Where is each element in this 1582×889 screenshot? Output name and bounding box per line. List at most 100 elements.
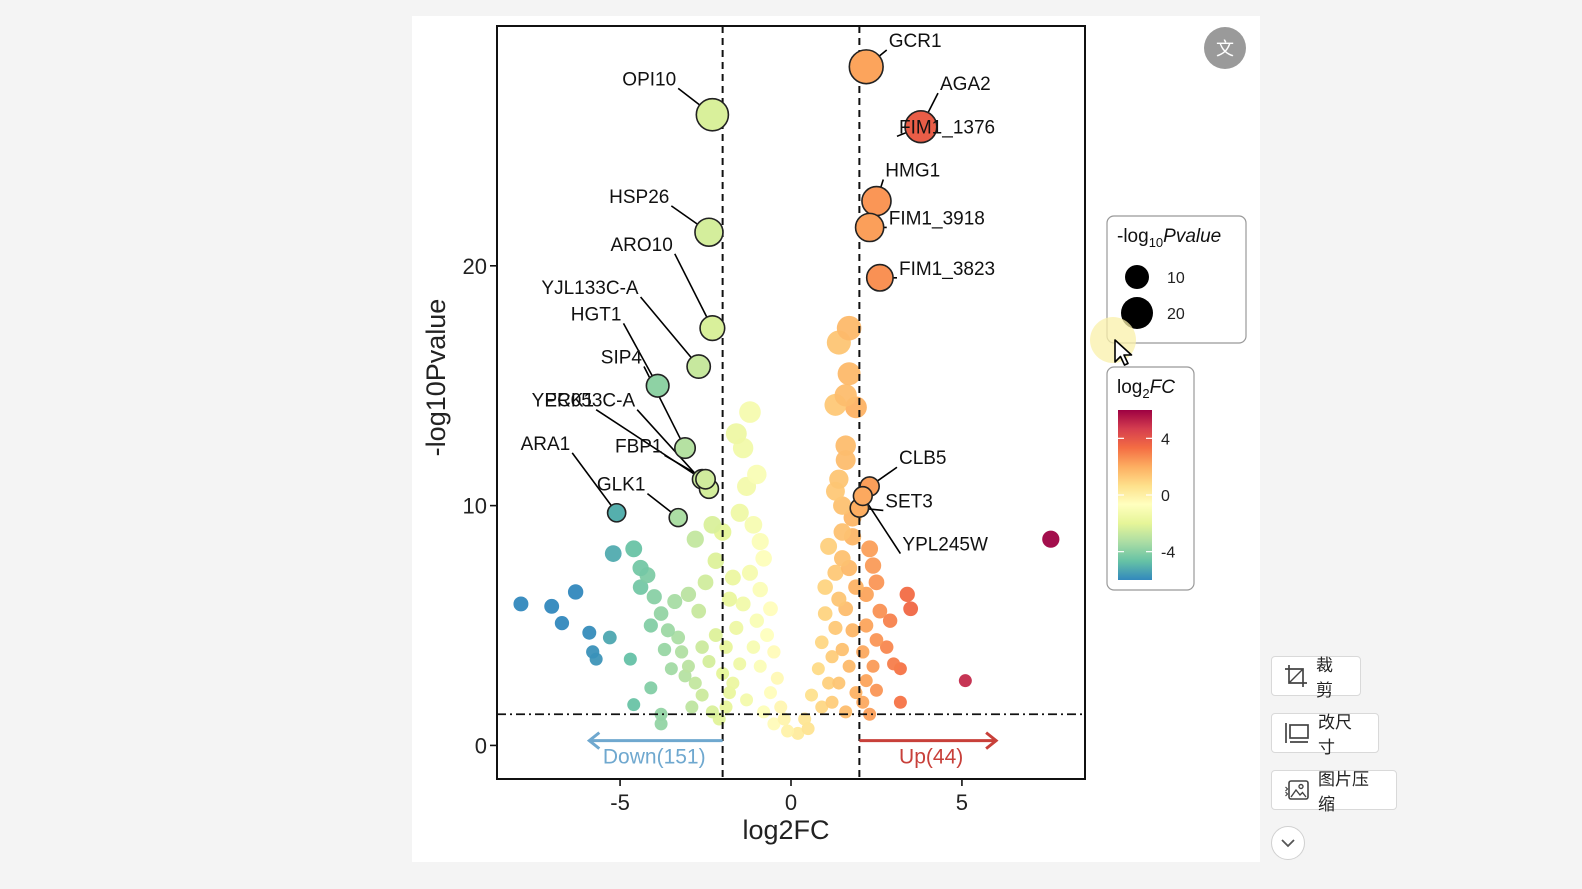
data-point [836,315,862,341]
data-point [757,705,771,719]
data-point [691,603,707,619]
gene-label: SET3 [885,491,933,512]
data-point [839,705,853,719]
data-point [817,606,833,621]
data-point [753,659,767,673]
data-point [859,674,873,688]
data-point [719,700,733,714]
resize-icon [1285,723,1309,743]
gene-label: GCR1 [889,31,942,52]
data-point [831,591,847,607]
data-point [654,707,668,721]
data-point [716,666,730,680]
gene-label: YER053C-A [532,391,636,412]
translate-button[interactable]: 文 [1204,27,1246,69]
data-point [770,671,784,685]
data-point [879,640,894,654]
gene-label: AGA2 [940,74,991,95]
labeled-point [645,373,670,398]
data-point [680,586,697,602]
resize-button[interactable]: 改尺寸 [1271,713,1379,758]
data-point [643,618,658,633]
labeled-point [861,185,892,217]
data-point [835,642,849,657]
labeled-point [852,485,873,507]
gene-label: CLB5 [899,448,947,469]
data-point [671,630,686,645]
gene-label: FIM1_3823 [899,259,995,280]
data-point [697,574,714,591]
x-tick-label: -5 [610,790,630,815]
image-compress-icon [1285,780,1309,800]
data-point [869,683,883,697]
up-arrow-head [985,731,999,750]
labeled-point [854,212,885,243]
chevron-down-icon [1281,839,1295,848]
data-point [703,515,722,534]
data-point [752,581,768,598]
data-point [805,688,819,702]
data-point [744,515,763,534]
data-point [664,662,678,676]
labeled-point [695,468,716,490]
data-point [893,695,907,709]
y-tick-label: 0 [475,733,487,758]
data-point [760,628,775,643]
data-point [644,681,658,695]
data-point [725,423,747,445]
y-axis-title: -log10Pvalue [421,299,451,457]
gene-label: HMG1 [885,160,940,181]
data-point [695,640,709,654]
data-point [632,579,649,595]
volcano-plot: GCR1 AGA2 FIM1_1376 HMG1 FIM1_3918 FIM1_3823 O… [421,25,1247,845]
data-point [767,717,781,731]
color-legend-label: -4 [1161,545,1175,562]
y-tick-label: 20 [463,254,487,279]
data-point [657,642,672,657]
data-point [820,537,838,555]
data-point [863,707,877,721]
gene-label: FIM1_1376 [899,117,995,138]
data-point [646,589,662,605]
data-point [833,523,852,541]
labeled-point [686,354,712,379]
data-point [702,654,716,668]
data-point [958,674,972,688]
data-point [825,650,839,664]
data-point [834,384,857,407]
label-connector [571,452,618,514]
data-point [627,698,641,712]
data-point [859,618,874,633]
data-point [856,645,870,659]
labeled-point [695,97,730,132]
data-point [567,584,584,600]
data-point [834,550,851,567]
gene-label: ARO10 [610,235,672,256]
gene-label: FBP1 [615,436,663,457]
data-point [726,676,740,690]
data-point [767,645,781,659]
compress-image-button[interactable]: 图片压缩 [1271,770,1397,815]
data-point [832,676,846,690]
data-point [777,712,791,726]
gene-label: PCK1 [544,391,594,412]
data-point [868,574,885,591]
crop-button[interactable]: 裁剪 [1271,656,1361,701]
label-connector [639,296,700,368]
data-point [811,662,825,676]
down-arrow-head [586,731,601,750]
data-point [729,620,744,635]
data-point [705,705,719,719]
data-point [763,601,778,617]
data-point [739,401,761,423]
expand-more-button[interactable] [1271,826,1305,860]
data-point [882,613,898,628]
labeled-point [668,507,688,528]
data-point [688,676,702,690]
data-point [827,564,844,581]
data-point [864,557,882,574]
data-point [733,657,747,671]
data-point [730,503,749,522]
data-point [887,657,901,671]
data-point [842,659,856,673]
